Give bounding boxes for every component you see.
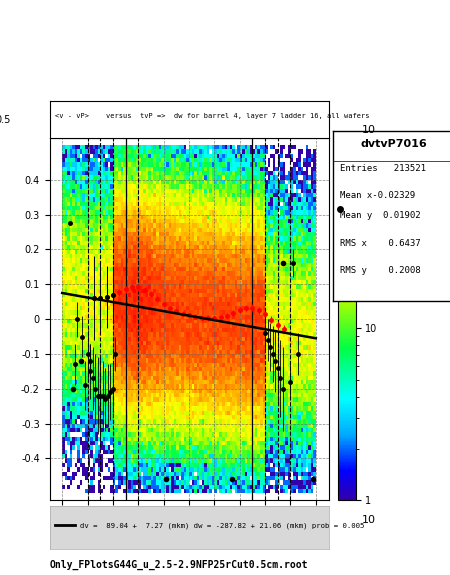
Text: dvtvP7016: dvtvP7016: [360, 139, 427, 150]
Text: dv =  89.04 +  7.27 (mkm) dw = -287.82 + 21.06 (mkm) prob = 0.005: dv = 89.04 + 7.27 (mkm) dw = -287.82 + 2…: [80, 522, 364, 528]
Text: Mean x-0.02329: Mean x-0.02329: [340, 191, 415, 200]
Text: RMS y    0.2008: RMS y 0.2008: [340, 266, 421, 275]
Text: 10: 10: [362, 125, 376, 135]
Text: 10: 10: [362, 515, 376, 524]
Text: Mean y  0.01902: Mean y 0.01902: [340, 212, 421, 220]
Text: <v - vP>    versus  tvP =>  dw for barrel 4, layer 7 ladder 16, all wafers: <v - vP> versus tvP => dw for barrel 4, …: [55, 113, 369, 118]
Text: RMS x    0.6437: RMS x 0.6437: [340, 239, 421, 248]
Text: Entries   213521: Entries 213521: [340, 164, 426, 172]
Text: Only_FPlotsG44G_u_2.5-2.9NFP25rCut0.5cm.root: Only_FPlotsG44G_u_2.5-2.9NFP25rCut0.5cm.…: [50, 560, 308, 570]
Text: 0.5: 0.5: [0, 115, 10, 125]
